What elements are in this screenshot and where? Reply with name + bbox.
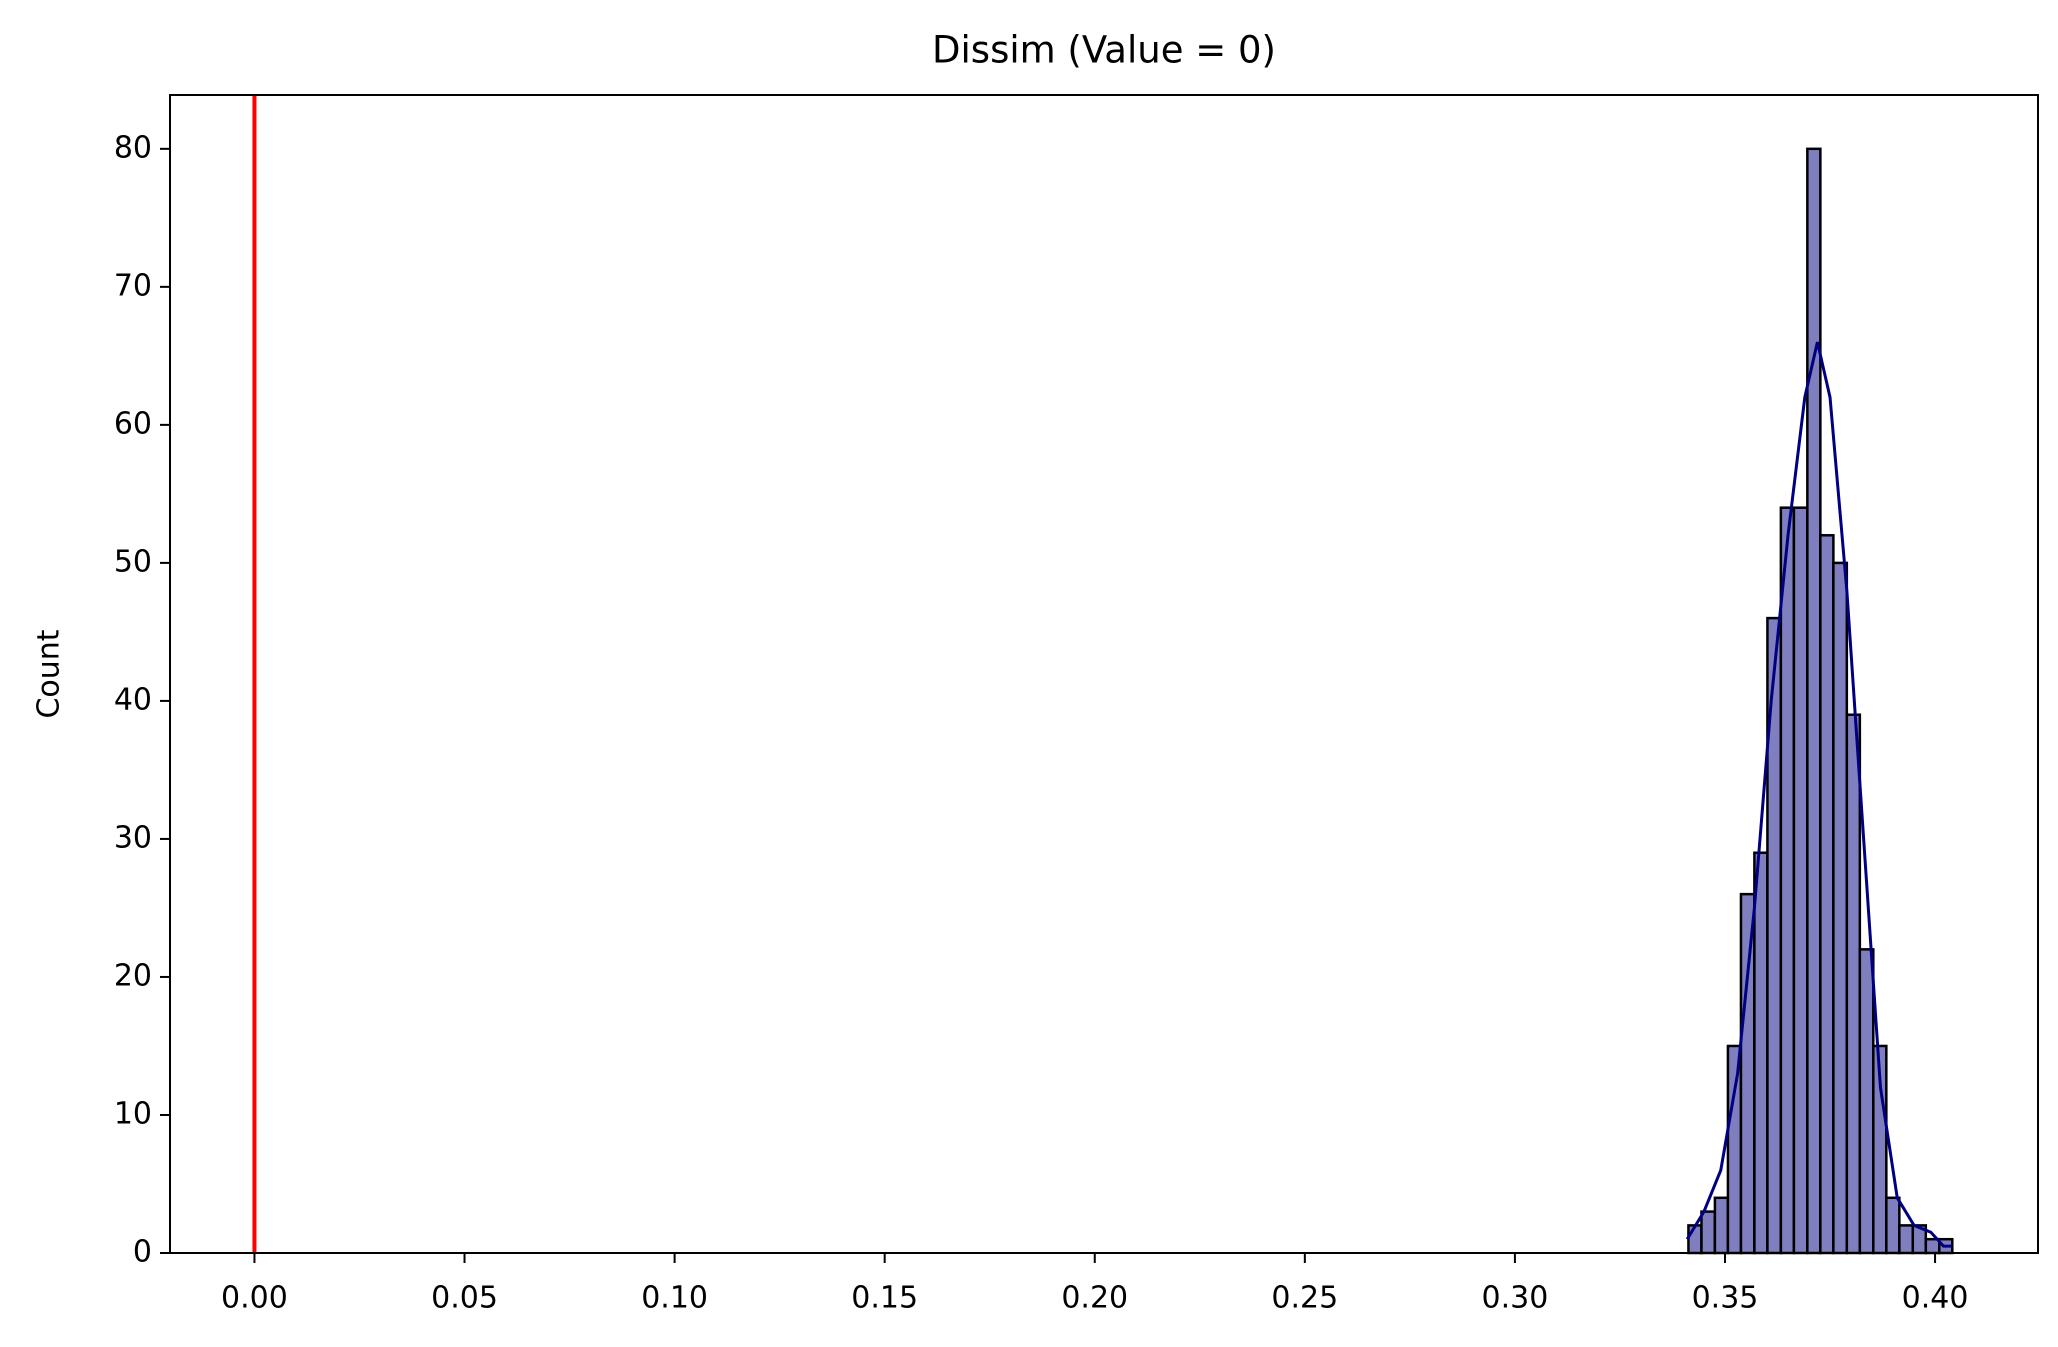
bar [1687,1224,1703,1255]
y-tick-label: 50 [114,544,152,579]
y-tick-label: 70 [114,268,152,303]
bar [1739,892,1756,1255]
bar [1885,1196,1901,1255]
y-tick-label: 10 [114,1096,152,1131]
chart-title: Dissim (Value = 0) [932,29,1276,72]
x-tick-label: 0.20 [1061,1281,1128,1316]
bar [1700,1210,1717,1255]
plot-frame [169,94,2039,1254]
bar [1779,506,1796,1255]
x-tick-label: 0.30 [1482,1281,1549,1316]
bar [1713,1196,1730,1255]
bar [1845,713,1862,1255]
bar [1792,506,1809,1255]
y-tick-label: 30 [114,820,152,855]
y-tick-label: 0 [133,1235,152,1270]
x-tick-label: 0.25 [1271,1281,1338,1316]
bar [1858,948,1875,1255]
x-tick-label: 0.40 [1902,1281,1969,1316]
x-tick-label: 0.05 [431,1281,498,1316]
kde-line [1685,341,1952,1248]
bar [1898,1224,1915,1255]
y-tick-label: 40 [114,682,152,717]
bar [1832,561,1849,1255]
x-tick-label: 0.10 [641,1281,708,1316]
x-tick-label: 0.00 [221,1281,288,1316]
y-tick-label: 60 [114,406,152,441]
bar [1726,1044,1743,1255]
x-tick-label: 0.35 [1692,1281,1759,1316]
bar [1753,851,1769,1255]
x-tick-label: 0.15 [851,1281,918,1316]
y-axis-label: Count [32,629,67,718]
y-tick-label: 20 [114,958,152,993]
y-tick-label: 80 [114,130,152,165]
bar [1806,147,1822,1255]
bar [1819,534,1835,1255]
